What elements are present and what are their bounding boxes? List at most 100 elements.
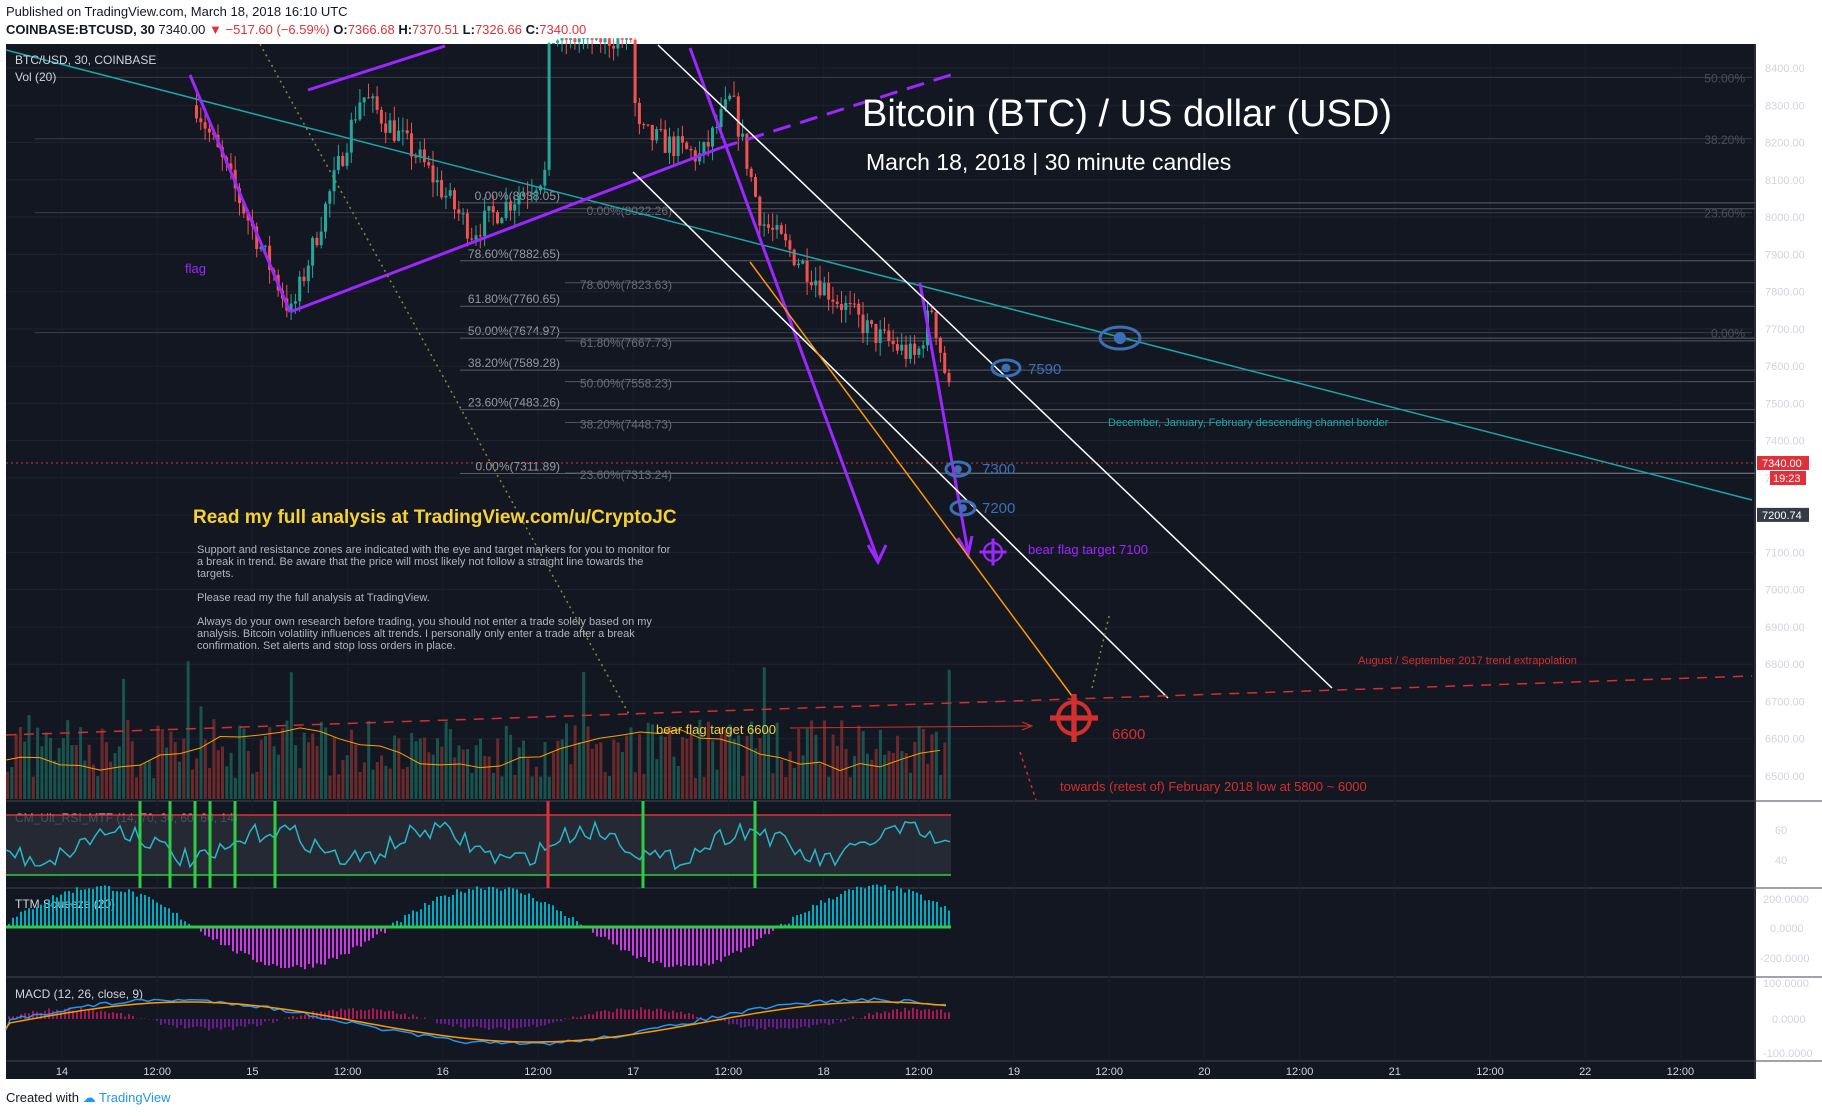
ttm-bar (800, 914, 802, 927)
candle (345, 152, 349, 166)
macd-bar (724, 1019, 726, 1022)
candle (620, 38, 624, 40)
macd-bar (36, 1011, 38, 1019)
volume-bar (233, 777, 237, 799)
candle (633, 39, 637, 103)
candle (332, 170, 336, 192)
volume-bar (130, 741, 134, 799)
ttm-bar (712, 927, 714, 964)
volume-bar (53, 760, 57, 799)
volume-bar (608, 776, 611, 799)
macd-bar (912, 1007, 914, 1019)
ttm-bar (272, 927, 274, 964)
eye-outline (1098, 325, 1142, 351)
volume-bar (453, 757, 457, 799)
ttm-bar (484, 889, 486, 927)
ttm-bar (556, 910, 558, 927)
ttm-bar (364, 927, 366, 942)
macd-bar (924, 1009, 926, 1019)
volume-bar (251, 773, 255, 799)
ttm-bar (728, 927, 730, 956)
ttm-bar (636, 927, 638, 959)
macd-bar (560, 1019, 562, 1022)
candle (551, 43, 555, 45)
volume-bar (586, 726, 590, 799)
candle (887, 330, 891, 341)
ttm-bar (716, 927, 718, 961)
macd-bar (808, 1019, 810, 1028)
channel-upper (657, 44, 1333, 689)
macd-bar (712, 1019, 714, 1020)
pane-separators (6, 44, 1822, 1079)
volume-bar (861, 730, 865, 799)
candle (908, 343, 912, 359)
ttm-bar (356, 927, 358, 946)
bear-flag-6600-label: bear flag target 6600 (656, 722, 776, 737)
ttm-bar (44, 902, 46, 927)
candle (934, 311, 938, 338)
macd-bar (556, 1019, 558, 1022)
y-tick-label: 7000.00 (1765, 585, 1805, 597)
volume-bar (212, 719, 216, 799)
volume-bar (100, 728, 104, 799)
ttm-bar (148, 896, 150, 927)
volume-bar (827, 776, 831, 799)
ttm-bar (732, 927, 734, 953)
ttm-bar (408, 914, 410, 927)
candle (315, 237, 319, 246)
ttm-bar (392, 922, 394, 927)
ttm-bar (124, 892, 126, 927)
ttm-bar (428, 904, 430, 927)
candle (865, 320, 869, 334)
candle (336, 155, 340, 171)
macd-bar (488, 1019, 490, 1031)
ttm-bar (704, 927, 706, 964)
candle (418, 149, 422, 158)
volume-bar (767, 729, 771, 799)
btc-chart[interactable]: 0.00%(8038.05) 78.60%(7882.65) 61.80%(7760… (0, 0, 1822, 1085)
candle (547, 43, 551, 170)
macd-bar (852, 1016, 854, 1019)
macd-bar (748, 1019, 750, 1027)
volume-bar (590, 748, 594, 799)
ttm-tick: 200.0000 (1763, 894, 1809, 906)
macd-bar (228, 1019, 230, 1027)
tradingview-brand[interactable]: TradingView (99, 1090, 171, 1105)
macd-bar (392, 1010, 394, 1019)
macd-bar (820, 1019, 822, 1024)
ttm-bar (300, 927, 302, 968)
ttm-bar (328, 927, 330, 959)
volume-bar (831, 734, 835, 799)
ttm-bar (852, 890, 854, 927)
volume-bar (126, 720, 130, 799)
volume-bar (173, 741, 177, 799)
macd-bar (264, 1019, 266, 1022)
ttm-bar (944, 906, 946, 927)
ttm-bar (892, 890, 894, 927)
candle (504, 201, 508, 219)
volume-bar (332, 737, 336, 799)
candle (827, 283, 831, 300)
ttm-bar (204, 927, 206, 936)
macd-bar (508, 1019, 510, 1031)
dotted-bounce (1091, 611, 1111, 689)
volume-bar (844, 749, 848, 799)
flag-extension (719, 70, 961, 150)
volume-bar (405, 766, 409, 799)
ttm-bar (544, 901, 546, 927)
y-tick-label: 7700.00 (1765, 324, 1805, 336)
volume-bar (418, 738, 422, 799)
fib-label: 38.20%(7448.73) (580, 417, 672, 431)
x-tick-label: 12:00 (1476, 1066, 1504, 1078)
volume-bar (724, 729, 728, 799)
candle (895, 344, 899, 351)
ttm-bar (152, 899, 154, 927)
ttm-bar (664, 927, 666, 968)
ttm-bar (456, 889, 458, 927)
macd-bar (824, 1019, 826, 1024)
macd-bar (188, 1019, 190, 1028)
macd-bar (592, 1014, 594, 1019)
candle (732, 95, 736, 97)
candle (689, 148, 693, 151)
candle (590, 38, 594, 40)
